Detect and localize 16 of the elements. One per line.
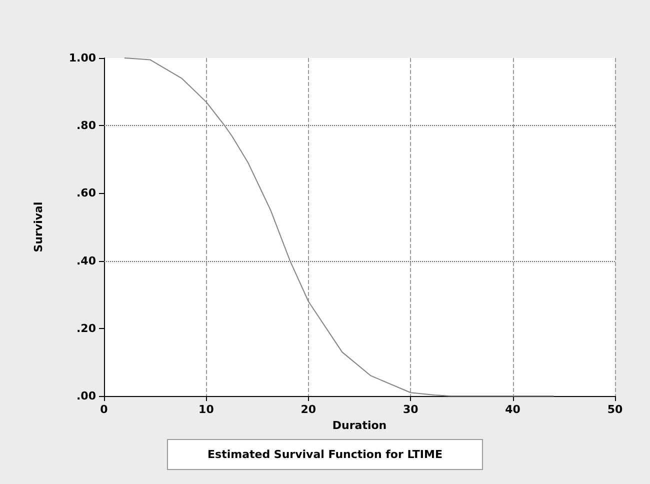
y-tick-label: .60 — [76, 186, 96, 200]
y-axis-title: Survival — [32, 202, 45, 252]
y-tick-label: 1.00 — [68, 52, 96, 64]
x-tick-label: 40 — [505, 403, 521, 416]
x-tick-label: 10 — [198, 403, 214, 416]
text: Estimated Survival Function for LTIME — [208, 448, 442, 461]
y-tick-label: .00 — [76, 390, 96, 402]
x-tick-label: 0 — [100, 403, 108, 416]
x-tick-label: 30 — [402, 403, 419, 416]
y-tick-label: .20 — [76, 322, 96, 335]
x-axis-title: Duration — [332, 419, 387, 432]
y-tick-label: .80 — [76, 119, 96, 132]
x-tick-label: 50 — [607, 403, 623, 416]
line-series — [124, 58, 554, 396]
y-tick-label: .40 — [76, 254, 96, 268]
x-tick-label: 20 — [300, 403, 316, 416]
